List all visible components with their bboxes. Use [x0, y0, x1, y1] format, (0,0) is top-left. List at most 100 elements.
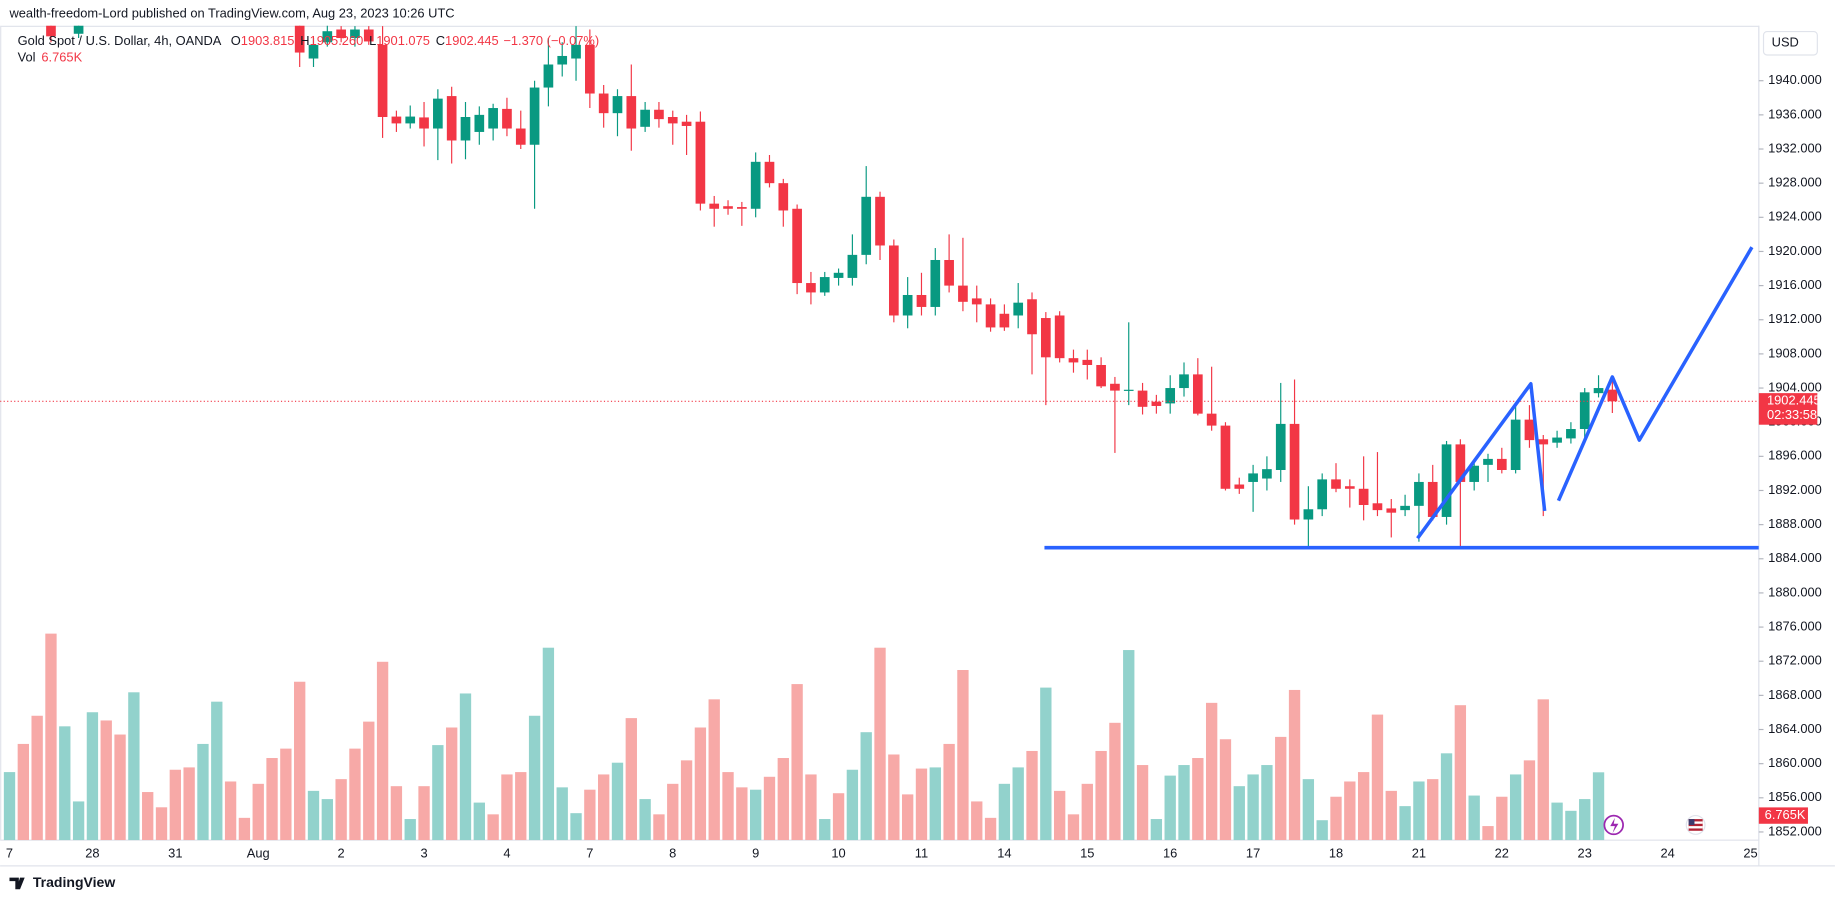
candle-body [958, 285, 968, 302]
candle-body [778, 183, 789, 211]
candle-body [1372, 503, 1383, 511]
volume-bar [1509, 774, 1522, 841]
volume-bar [777, 758, 789, 841]
x-tick-label: 4 [503, 846, 510, 861]
candle-body [833, 272, 844, 278]
candle-body [1082, 359, 1093, 365]
volume-bar [1330, 796, 1342, 841]
volume-bar [1040, 687, 1052, 841]
ohlc-value: 1903.815 [241, 34, 295, 49]
volume-bar [929, 767, 941, 841]
volume-bar [1053, 790, 1066, 841]
ohlc-value: 1905.260 [310, 34, 364, 49]
y-tick-label: 1932.000 [1768, 140, 1822, 155]
volume-bar [376, 661, 389, 841]
volume-bar [155, 807, 168, 841]
y-tick-label: 1916.000 [1768, 277, 1822, 292]
volume-bar [321, 799, 333, 841]
candle-body [433, 98, 443, 129]
volume-bar [1551, 802, 1563, 841]
trend-drawing [1416, 382, 1547, 540]
volume-bar [1537, 699, 1549, 841]
volume-bar [584, 789, 596, 841]
candle-body [806, 283, 816, 293]
volume-bar [335, 779, 347, 841]
candle-body [294, 25, 305, 53]
volume-bar [404, 819, 416, 841]
candle-layer [0, 25, 1759, 548]
countdown: 02:33:58 [1767, 407, 1817, 422]
last-price-label: 1902.445 [1767, 393, 1821, 408]
currency-button[interactable] [1762, 31, 1818, 56]
candle-body [1123, 389, 1134, 391]
volume-bar [736, 787, 748, 841]
volume-bar [1233, 786, 1245, 841]
candle-body [626, 96, 637, 129]
volume-bar [1192, 758, 1204, 841]
credit: wealth-freedom-Lord published on Trading… [8, 5, 454, 20]
candle-body [1538, 439, 1549, 445]
trend-drawing [1556, 246, 1754, 502]
candle-body [1096, 364, 1106, 387]
volume-bar [1012, 767, 1024, 841]
volume-bar [1178, 765, 1190, 841]
vol-key: Vol [18, 50, 36, 65]
volume-bar [680, 760, 693, 841]
x-tick-label: 7 [586, 846, 593, 861]
ohlc-value: 1902.445 [445, 34, 499, 49]
y-tick-label: 1912.000 [1768, 311, 1822, 326]
volume-bar [1081, 783, 1093, 841]
volume-bar [611, 762, 624, 841]
y-tick-label: 1924.000 [1768, 209, 1822, 224]
candle-body [1192, 374, 1203, 414]
x-tick-label: 18 [1329, 846, 1343, 861]
volume-bar [1357, 772, 1370, 841]
x-tick-label: Aug [247, 846, 270, 861]
y-tick-label: 1868.000 [1768, 687, 1822, 702]
volume-bar [1344, 781, 1356, 841]
volume-bar [183, 767, 195, 841]
event-icon-bolt [1610, 817, 1619, 834]
candle-body [502, 108, 512, 129]
volume-bar [197, 743, 209, 841]
volume-bar [349, 748, 361, 841]
volume-bar [1109, 722, 1121, 841]
candle-body [750, 161, 761, 209]
candle-body [529, 87, 540, 145]
volume-bar [390, 786, 403, 841]
volume-bar [1302, 779, 1315, 841]
volume-bar [238, 817, 251, 841]
change: −1.370 (−0.07%) [503, 34, 599, 49]
currency[interactable]: USD [1772, 35, 1799, 50]
x-tick-label: 23 [1578, 846, 1592, 861]
volume-bar [1095, 750, 1107, 841]
volume-bar [473, 802, 485, 841]
candle-body [1027, 299, 1037, 335]
ohlc-key: L [369, 34, 376, 49]
candle-body [695, 121, 706, 204]
volume-bar [128, 692, 140, 841]
candle-body [902, 294, 913, 316]
volume-bar [832, 793, 845, 841]
flag-stripe [1688, 826, 1703, 829]
volume-bar [142, 792, 154, 841]
volume-bar [1316, 820, 1328, 841]
volume-bar [1496, 796, 1508, 841]
volume-label: 6.765K [1765, 807, 1806, 822]
volume-bar [459, 693, 472, 841]
candle-body [764, 161, 775, 184]
volume-bar [1136, 765, 1149, 841]
candle-body [1137, 390, 1148, 407]
candle-body [930, 259, 941, 307]
volume-bar [1468, 795, 1480, 841]
candle-body [612, 96, 623, 114]
volume-bar [846, 769, 859, 841]
y-tick-label: 1888.000 [1768, 516, 1822, 531]
volume-bar [556, 787, 568, 841]
candle-body [1386, 508, 1397, 513]
candle-body [1400, 505, 1410, 511]
volume-bar [86, 712, 99, 841]
volume-bar [307, 790, 320, 841]
